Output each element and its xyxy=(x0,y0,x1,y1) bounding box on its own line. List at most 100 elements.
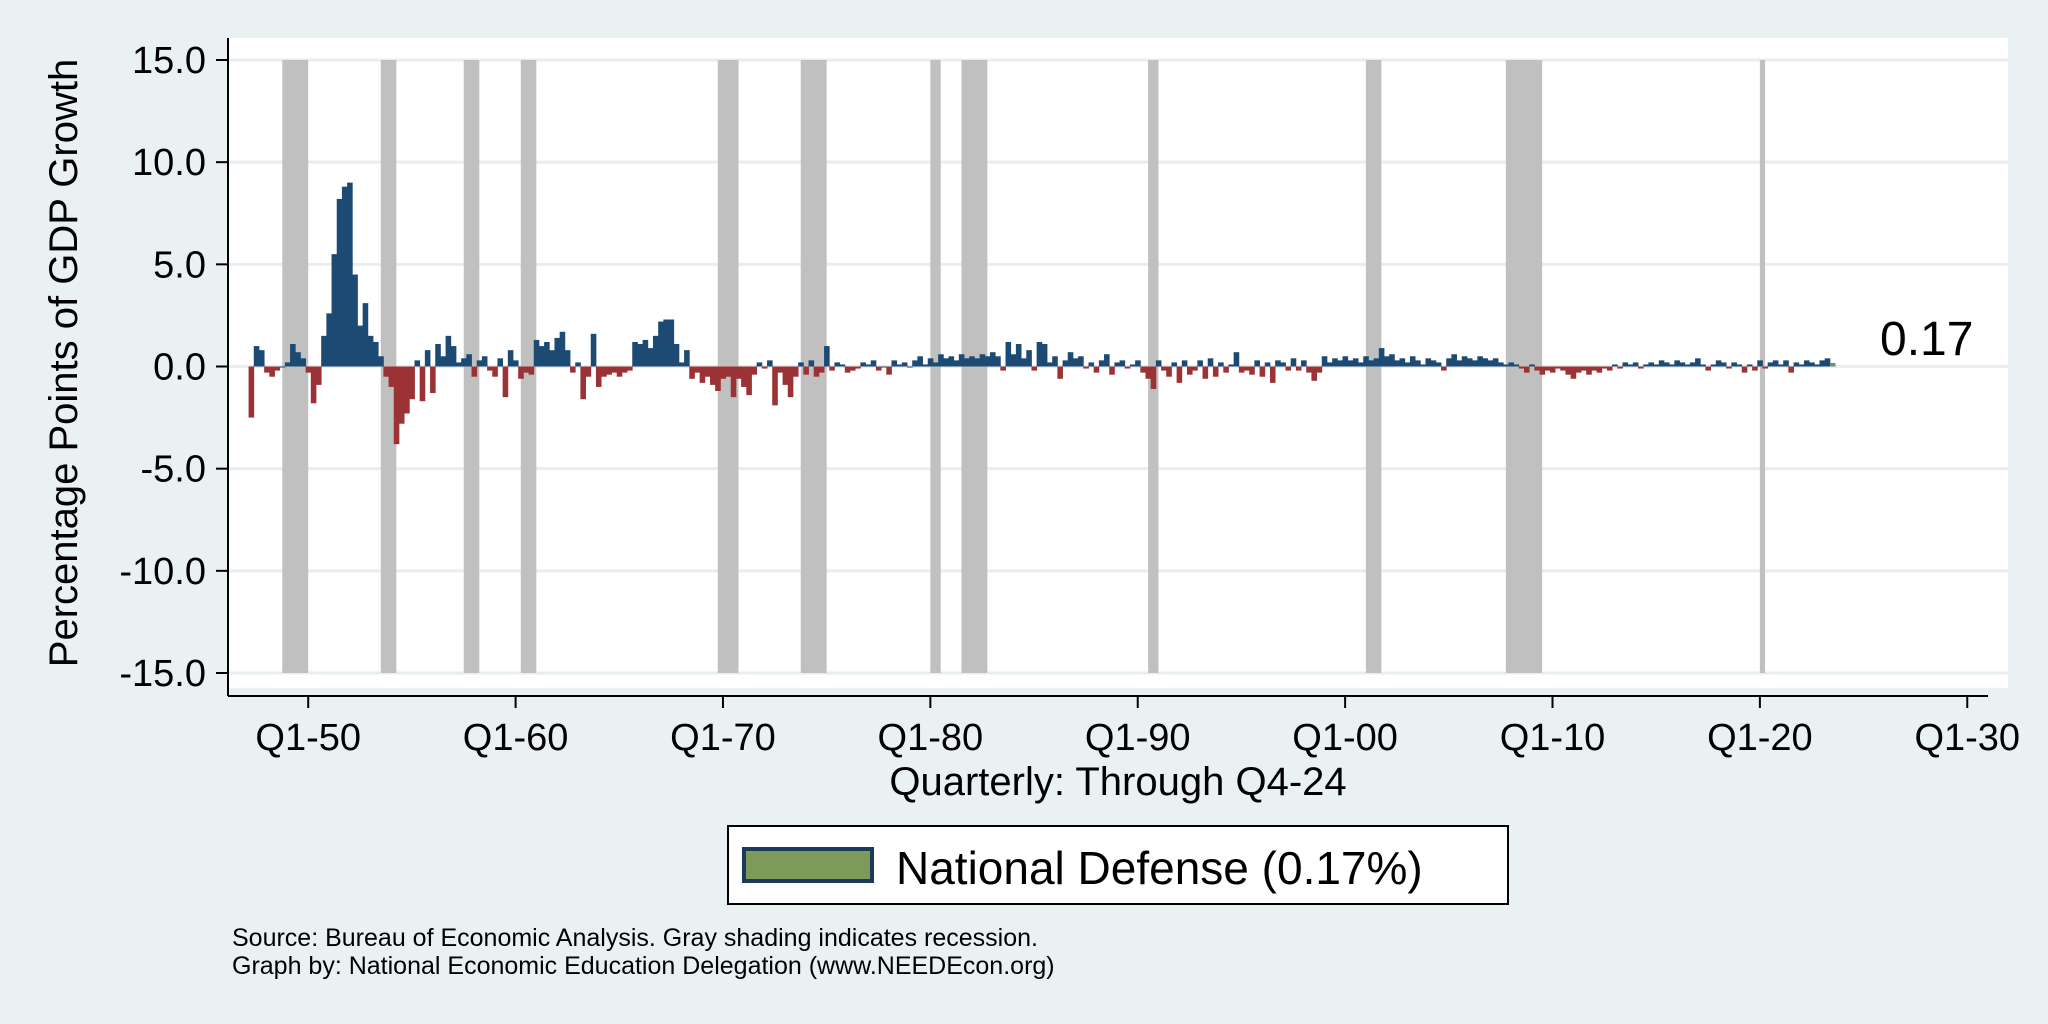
bar-145 xyxy=(1000,366,1006,371)
bar-47 xyxy=(492,366,498,377)
bar-196 xyxy=(1264,362,1271,367)
bar-261 xyxy=(1601,366,1608,369)
bar-5 xyxy=(274,366,281,371)
bar-305 xyxy=(1829,363,1836,367)
bar-177 xyxy=(1166,366,1172,377)
bar-119 xyxy=(865,364,872,367)
bar-63 xyxy=(575,362,581,367)
bar-86 xyxy=(694,366,701,373)
bar-19 xyxy=(347,182,353,367)
bar-50 xyxy=(507,350,514,367)
bar-100 xyxy=(767,360,773,367)
bar-68 xyxy=(601,366,607,377)
bar-99 xyxy=(761,366,768,369)
bar-231 xyxy=(1446,358,1452,367)
bar-121 xyxy=(875,366,882,371)
bar-156 xyxy=(1057,366,1063,379)
bar-65 xyxy=(585,366,592,377)
bar-32 xyxy=(414,360,421,367)
bar-180 xyxy=(1181,360,1188,367)
x-tick-label-0: Q1-50 xyxy=(255,717,361,759)
bar-16 xyxy=(331,254,338,367)
bar-300 xyxy=(1803,360,1810,367)
bar-230 xyxy=(1441,366,1447,371)
bar-70 xyxy=(611,366,618,373)
bar-74 xyxy=(632,341,638,367)
bar-225 xyxy=(1415,360,1421,367)
y-axis-title: Percentage Points of GDP Growth xyxy=(42,59,86,667)
bar-155 xyxy=(1052,356,1058,367)
bar-91 xyxy=(720,366,726,379)
x-tick-label-8: Q1-30 xyxy=(1914,717,2020,759)
bar-250 xyxy=(1544,366,1551,371)
bar-276 xyxy=(1679,362,1686,367)
bar-4 xyxy=(269,366,275,377)
bar-168 xyxy=(1119,360,1126,367)
bar-30 xyxy=(404,366,410,414)
bar-240 xyxy=(1492,358,1499,367)
end-value-label: 0.17 xyxy=(1880,313,1973,366)
bar-150 xyxy=(1026,350,1032,367)
bar-217 xyxy=(1373,358,1380,367)
bar-289 xyxy=(1746,364,1753,367)
bar-71 xyxy=(616,366,623,377)
bar-146 xyxy=(1005,341,1012,367)
bar-286 xyxy=(1731,362,1737,367)
bar-296 xyxy=(1783,360,1789,367)
bar-51 xyxy=(513,360,519,367)
bar-28 xyxy=(393,366,400,445)
bar-118 xyxy=(860,362,866,367)
bar-53 xyxy=(523,366,529,373)
bar-237 xyxy=(1477,356,1483,367)
bar-198 xyxy=(1275,360,1281,367)
bar-85 xyxy=(689,366,695,379)
bar-123 xyxy=(886,366,892,375)
bar-232 xyxy=(1451,354,1457,367)
bar-88 xyxy=(704,366,711,377)
bar-275 xyxy=(1674,360,1680,367)
bar-171 xyxy=(1135,360,1141,367)
bar-213 xyxy=(1352,358,1359,367)
y-tick-label-6: -15.0 xyxy=(119,653,206,695)
bar-11 xyxy=(305,366,312,373)
bar-135 xyxy=(948,356,955,367)
x-tick-label-6: Q1-10 xyxy=(1500,717,1606,759)
bar-167 xyxy=(1114,362,1120,367)
bar-89 xyxy=(710,366,716,385)
bar-228 xyxy=(1430,360,1437,367)
bar-18 xyxy=(341,186,348,367)
bar-125 xyxy=(896,364,903,367)
bar-46 xyxy=(487,366,493,371)
bar-61 xyxy=(564,350,571,367)
bar-221 xyxy=(1394,360,1400,367)
bar-294 xyxy=(1772,360,1779,367)
bar-212 xyxy=(1347,360,1354,367)
source-line-2: Graph by: National Economic Education De… xyxy=(232,952,1055,980)
bar-197 xyxy=(1269,366,1276,383)
bar-207 xyxy=(1321,356,1328,367)
bar-279 xyxy=(1695,358,1701,367)
bar-218 xyxy=(1378,348,1385,367)
bar-258 xyxy=(1586,366,1592,375)
bar-109 xyxy=(813,366,820,377)
legend: National Defense (0.17%) xyxy=(727,825,1509,905)
bar-134 xyxy=(943,358,949,367)
bar-214 xyxy=(1358,362,1364,367)
bar-124 xyxy=(891,360,898,367)
x-tick-label-7: Q1-20 xyxy=(1707,717,1813,759)
y-tick-label-3: 0.0 xyxy=(153,347,206,389)
bar-298 xyxy=(1793,362,1800,367)
bar-14 xyxy=(321,335,327,367)
bar-126 xyxy=(901,362,908,367)
bar-301 xyxy=(1809,362,1815,367)
bar-127 xyxy=(907,366,913,368)
bar-84 xyxy=(684,350,690,367)
bar-83 xyxy=(678,362,685,367)
bar-114 xyxy=(839,364,846,367)
bar-176 xyxy=(1161,366,1167,371)
bar-113 xyxy=(834,362,841,367)
bar-31 xyxy=(409,366,415,400)
bar-115 xyxy=(844,366,851,373)
bar-262 xyxy=(1606,366,1613,371)
bar-284 xyxy=(1720,362,1727,367)
